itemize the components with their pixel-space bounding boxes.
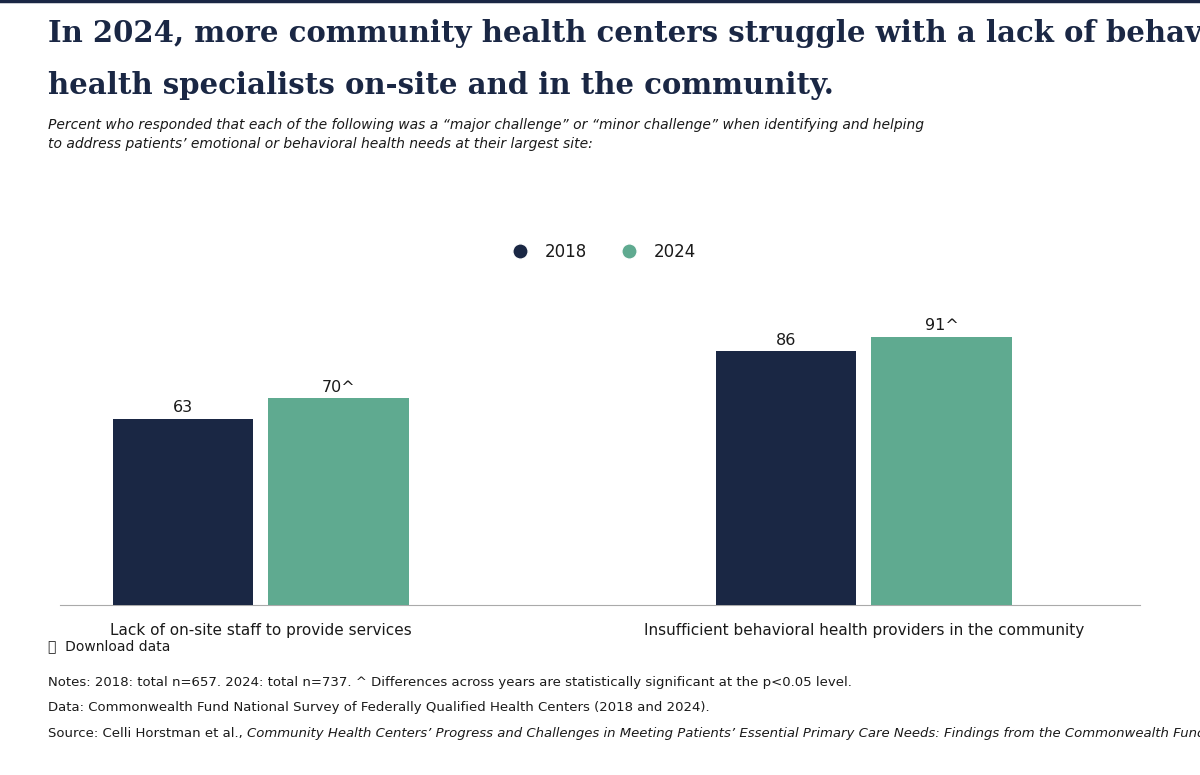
Text: Notes: 2018: total n=657. 2024: total n=737. ^ Differences across years are stat: Notes: 2018: total n=657. 2024: total n=… [48, 676, 852, 689]
Bar [113, 419, 253, 604]
Bar [269, 398, 409, 604]
Bar [871, 336, 1012, 604]
Text: In 2024, more community health centers struggle with a lack of behavioral: In 2024, more community health centers s… [48, 19, 1200, 48]
Text: Source: Celli Horstman et al.,: Source: Celli Horstman et al., [48, 727, 247, 740]
Text: Data: Commonwealth Fund National Survey of Federally Qualified Health Centers (2: Data: Commonwealth Fund National Survey … [48, 701, 709, 714]
Text: 91^: 91^ [925, 318, 959, 333]
Legend: 2018, 2024: 2018, 2024 [497, 236, 703, 267]
Text: 86: 86 [775, 332, 796, 348]
Text: health specialists on-site and in the community.: health specialists on-site and in the co… [48, 71, 834, 100]
Bar [715, 351, 856, 604]
Text: 70^: 70^ [322, 380, 355, 394]
Text: ⤓  Download data: ⤓ Download data [48, 639, 170, 653]
Text: Percent who responded that each of the following was a “major challenge” or “min: Percent who responded that each of the f… [48, 118, 924, 151]
Text: Community Health Centers’ Progress and Challenges in Meeting Patients’ Essential: Community Health Centers’ Progress and C… [247, 727, 1200, 740]
Text: 63: 63 [173, 401, 193, 415]
